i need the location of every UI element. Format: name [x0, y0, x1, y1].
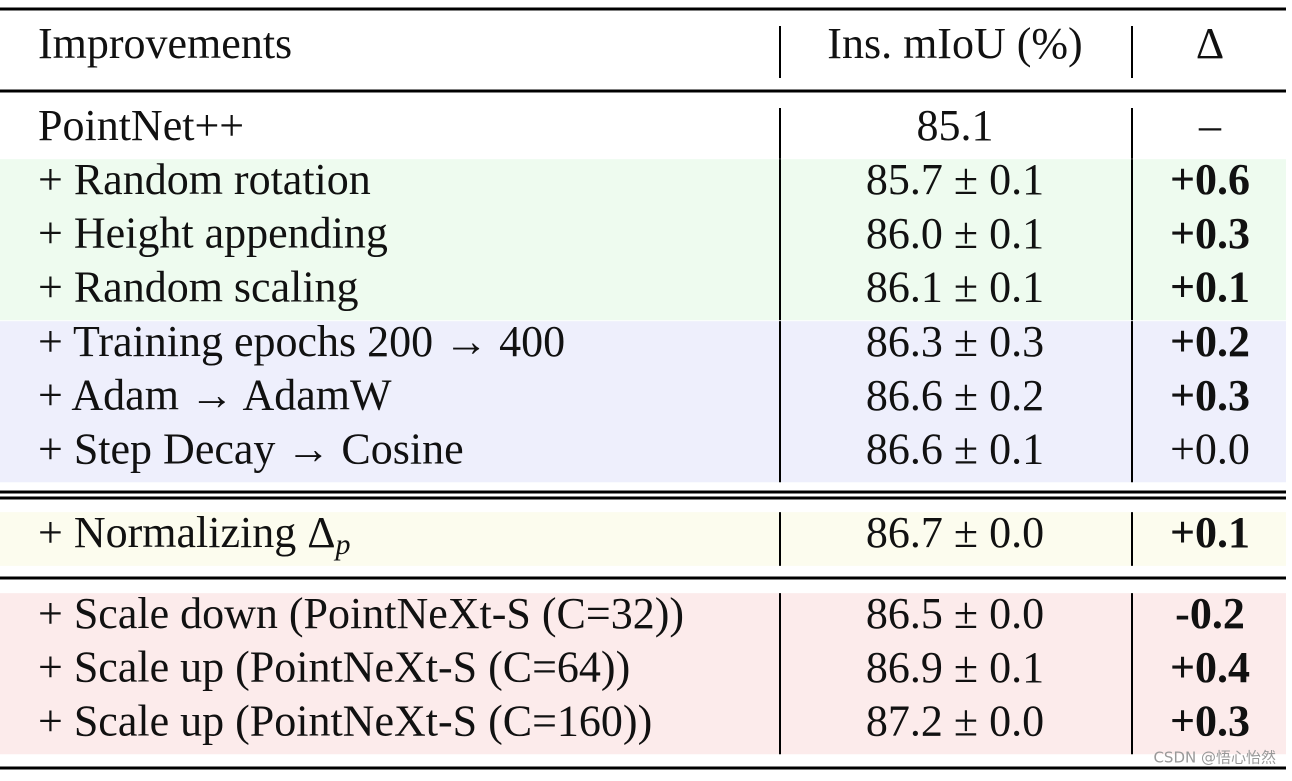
- delta-cell: +0.0: [1170, 424, 1250, 473]
- row-label: + Adam → AdamW: [38, 371, 392, 420]
- row-label: + Step Decay → Cosine: [38, 424, 464, 473]
- rule: [0, 7, 1286, 11]
- section-shade: [0, 593, 1286, 755]
- row-label: + Scale down (PointNeXt-S (C=32)): [38, 589, 684, 638]
- row-label-text: + Adam → AdamW: [38, 371, 392, 420]
- delta-cell: +0.1: [1170, 262, 1250, 311]
- miou-cell: 85.1: [917, 101, 994, 150]
- rule: [0, 490, 1286, 494]
- section-shade: [0, 321, 1286, 483]
- watermark: CSDN @悟心怡然: [1153, 749, 1276, 767]
- miou-cell: 86.7 ± 0.0: [866, 508, 1044, 557]
- miou-cell: 86.6 ± 0.2: [866, 371, 1044, 420]
- miou-cell: 86.1 ± 0.1: [866, 262, 1044, 311]
- miou-cell: 86.3 ± 0.3: [866, 317, 1044, 366]
- row-label-subscript: p: [334, 528, 351, 561]
- row-label: PointNet++: [38, 101, 244, 150]
- row-label: + Training epochs 200 → 400: [38, 317, 565, 366]
- rule: [0, 496, 1286, 500]
- delta-cell: –: [1198, 101, 1222, 150]
- row-label-text: + Random rotation: [38, 155, 371, 204]
- row-label: + Random scaling: [38, 262, 359, 311]
- row-label-text: + Scale up (PointNeXt-S (C=160)): [38, 696, 652, 745]
- row-label: + Height appending: [38, 209, 388, 258]
- section-shade: [0, 159, 1286, 321]
- miou-cell: 87.2 ± 0.0: [866, 696, 1044, 745]
- row-label-text: + Random scaling: [38, 262, 359, 311]
- row-label: + Scale up (PointNeXt-S (C=64)): [38, 643, 630, 692]
- row-label: + Normalizing Δp: [38, 508, 351, 561]
- row-label-text: + Normalizing Δ: [38, 508, 336, 557]
- header-cell: Improvements: [38, 19, 292, 68]
- delta-cell: -0.2: [1175, 589, 1245, 638]
- rule: [0, 576, 1286, 580]
- delta-cell: +0.3: [1170, 371, 1250, 420]
- section-shade: [0, 512, 1286, 566]
- miou-cell: 86.6 ± 0.1: [866, 424, 1044, 473]
- delta-cell: +0.3: [1170, 696, 1250, 745]
- delta-cell: +0.3: [1170, 209, 1250, 258]
- row-label-text: + Scale down (PointNeXt-S (C=32)): [38, 589, 684, 638]
- header-cell: Δ: [1196, 19, 1224, 68]
- delta-cell: +0.4: [1170, 643, 1250, 692]
- section-shade: [0, 105, 1286, 159]
- row-label-text: + Training epochs 200 → 400: [38, 317, 565, 366]
- row-label: + Random rotation: [38, 155, 371, 204]
- rule: [0, 766, 1286, 770]
- delta-cell: +0.1: [1170, 508, 1250, 557]
- delta-cell: +0.6: [1170, 155, 1250, 204]
- row-label-text: + Height appending: [38, 209, 388, 258]
- header-cell: Ins. mIoU (%): [827, 19, 1082, 68]
- miou-cell: 86.9 ± 0.1: [866, 643, 1044, 692]
- miou-cell: 85.7 ± 0.1: [866, 155, 1044, 204]
- miou-cell: 86.5 ± 0.0: [866, 589, 1044, 638]
- row-label-text: + Step Decay → Cosine: [38, 424, 464, 473]
- miou-cell: 86.0 ± 0.1: [866, 209, 1044, 258]
- row-label-text: + Scale up (PointNeXt-S (C=64)): [38, 643, 630, 692]
- row-label: + Scale up (PointNeXt-S (C=160)): [38, 696, 652, 745]
- delta-cell: +0.2: [1170, 317, 1250, 366]
- rule: [0, 89, 1286, 93]
- row-label-text: PointNet++: [38, 101, 244, 150]
